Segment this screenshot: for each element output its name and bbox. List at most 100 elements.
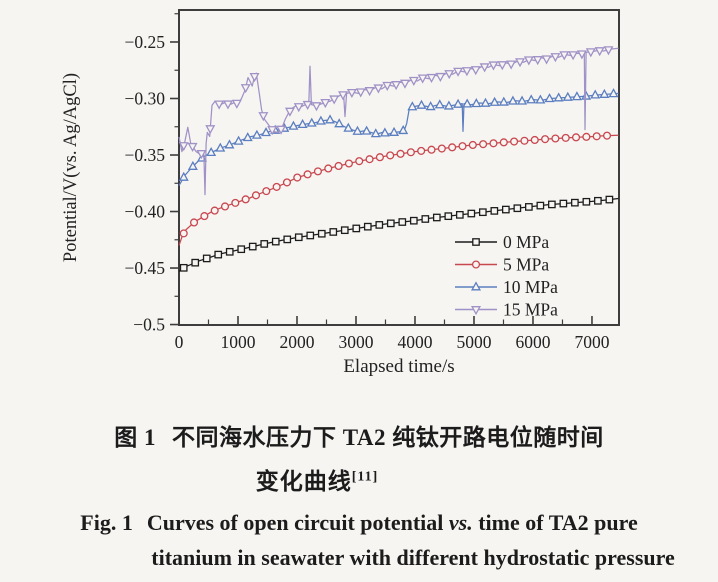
series-marker-10-mpa: [544, 93, 555, 103]
series-marker-5-mpa: [262, 187, 271, 196]
plot-frame: [178, 9, 620, 326]
series-marker-0-mpa: [329, 228, 338, 236]
series-marker-5-mpa: [179, 229, 188, 238]
legend-label-0-mpa: 0 MPa: [503, 232, 549, 252]
series-marker-0-mpa: [467, 209, 476, 218]
series-marker-15-mpa: [594, 47, 605, 57]
legend-label-5-mpa: 5 MPa: [503, 255, 549, 275]
series-marker-10-mpa: [361, 125, 372, 135]
series-marker-10-mpa: [206, 146, 217, 157]
series-marker-0-mpa: [352, 224, 361, 233]
series-marker-0-mpa: [271, 237, 280, 246]
series-marker-15-mpa: [408, 76, 419, 86]
series-marker-5-mpa: [396, 149, 405, 158]
series-marker-15-mpa: [329, 95, 340, 105]
series-marker-15-mpa: [523, 56, 534, 66]
caption-en-figure-label: Fig. 1: [80, 510, 133, 535]
series-marker-0-mpa: [283, 235, 292, 244]
series-marker-10-mpa: [489, 96, 500, 106]
series-marker-10-mpa: [507, 95, 518, 105]
series-marker-0-mpa: [409, 216, 418, 225]
series-marker-15-mpa: [276, 125, 287, 135]
series-marker-15-mpa: [240, 84, 251, 94]
series-marker-15-mpa: [320, 99, 331, 109]
series-marker-10-mpa: [215, 142, 226, 152]
series-marker-15-mpa: [453, 67, 464, 77]
series-marker-5-mpa: [417, 146, 426, 155]
series-marker-5-mpa: [200, 212, 209, 221]
series-marker-5-mpa: [499, 138, 508, 147]
y-tick-label: −0.40: [125, 202, 166, 222]
x-tick-label: 0: [175, 332, 184, 352]
series-marker-0-mpa: [501, 205, 510, 214]
series-marker-15-mpa: [541, 55, 552, 65]
series-marker-15-mpa: [506, 60, 517, 70]
x-tick-label: 4000: [397, 332, 432, 352]
caption-reference-superscript: [11]: [351, 469, 379, 485]
series-marker-10-mpa: [251, 129, 262, 139]
series-marker-5-mpa: [282, 178, 292, 187]
series-marker-10-mpa: [471, 98, 482, 108]
series-marker-5-mpa: [437, 144, 446, 153]
series-marker-10-mpa: [288, 120, 299, 130]
series-marker-5-mpa: [530, 135, 539, 145]
series-marker-15-mpa: [205, 125, 216, 135]
series-marker-5-mpa: [386, 151, 395, 160]
caption-en-line2: titanium in seawater with different hydr…: [151, 545, 675, 570]
series-marker-15-mpa: [267, 126, 278, 136]
series-marker-5-mpa: [561, 133, 570, 142]
series-marker-5-mpa: [406, 148, 415, 157]
x-tick-label: 7000: [574, 332, 609, 352]
series-marker-15-mpa: [444, 70, 455, 80]
series-marker-15-mpa: [488, 61, 499, 71]
series-marker-5-mpa: [541, 135, 550, 144]
series-marker-10-mpa: [224, 139, 235, 149]
series-marker-5-mpa: [272, 182, 281, 191]
series-marker-5-mpa: [582, 132, 591, 141]
series-marker-10-mpa: [261, 127, 272, 137]
series-marker-15-mpa: [222, 100, 233, 110]
x-tick-label: 5000: [456, 332, 491, 352]
series-marker-0-mpa: [548, 200, 556, 209]
legend-label-10-mpa: 10 MPa: [503, 277, 558, 297]
series-marker-15-mpa: [284, 107, 295, 117]
series-marker-10-mpa: [379, 127, 390, 137]
series-marker-0-mpa: [594, 196, 602, 205]
series-marker-5-mpa: [468, 140, 477, 150]
series-marker-10-mpa: [325, 114, 336, 124]
series-marker-15-mpa: [231, 99, 242, 109]
series-marker-10-mpa: [590, 89, 601, 99]
series-marker-0-mpa: [559, 199, 568, 208]
series-marker-15-mpa: [479, 63, 490, 73]
series-marker-0-mpa: [582, 197, 591, 206]
x-axis-label: Elapsed time/s: [343, 356, 454, 377]
series-line-0-mpa: [178, 197, 619, 272]
series-marker-15-mpa: [515, 58, 526, 68]
series-marker-10-mpa: [315, 115, 326, 125]
series-marker-10-mpa: [526, 94, 537, 104]
x-tick-label: 2000: [279, 332, 314, 352]
ocp-chart: 0 1000 2000 3000 4000 5000 6000 7000 −0.25 −0.30 −…: [61, 9, 620, 377]
series-marker-5-mpa: [602, 131, 612, 140]
series-marker-15-mpa: [249, 73, 260, 83]
series-marker-0-mpa: [421, 215, 430, 223]
series-marker-10-mpa: [434, 99, 445, 109]
series-marker-10-mpa: [343, 122, 354, 132]
series-marker-10-mpa: [517, 95, 528, 105]
series-marker-5-mpa: [375, 153, 384, 162]
legend-marker-10-mpa: [471, 281, 481, 291]
series-marker-15-mpa: [461, 67, 472, 77]
series-marker-5-mpa: [231, 198, 240, 207]
series-marker-10-mpa: [498, 96, 509, 106]
series-marker-15-mpa: [399, 79, 410, 89]
series-marker-5-mpa: [489, 139, 498, 148]
series-marker-0-mpa: [490, 207, 499, 215]
series-marker-5-mpa: [427, 145, 436, 154]
series-marker-15-mpa: [435, 72, 446, 82]
series-marker-5-mpa: [592, 132, 601, 141]
series-marker-15-mpa: [497, 61, 508, 71]
series-marker-15-mpa: [187, 142, 198, 152]
series-marker-10-mpa: [608, 88, 619, 98]
series-marker-5-mpa: [293, 173, 302, 182]
series-marker-10-mpa: [297, 118, 308, 129]
